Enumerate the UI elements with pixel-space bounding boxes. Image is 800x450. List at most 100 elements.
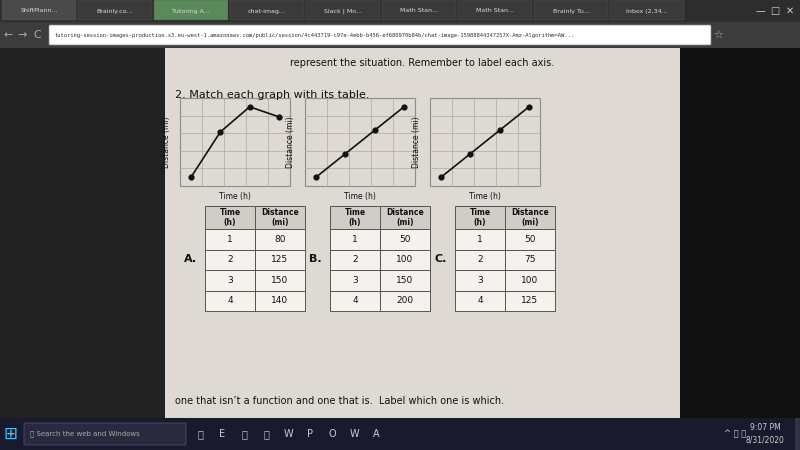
Text: Brainly.co...: Brainly.co... bbox=[97, 9, 133, 13]
Text: Inbox (2,34...: Inbox (2,34... bbox=[626, 9, 668, 13]
Bar bbox=[380, 270, 430, 291]
Bar bbox=[255, 229, 305, 250]
Point bbox=[310, 174, 322, 181]
Text: A: A bbox=[373, 429, 379, 439]
Text: 75: 75 bbox=[524, 255, 536, 264]
Point bbox=[339, 150, 352, 158]
Bar bbox=[330, 206, 380, 229]
Bar bbox=[0, 22, 800, 48]
Text: Distance
(mi): Distance (mi) bbox=[386, 208, 424, 227]
Text: Time
(h): Time (h) bbox=[470, 208, 490, 227]
Text: 140: 140 bbox=[271, 296, 289, 305]
Text: 1: 1 bbox=[227, 235, 233, 244]
Text: 🔍 Search the web and Windows: 🔍 Search the web and Windows bbox=[30, 431, 140, 437]
Text: 3: 3 bbox=[352, 276, 358, 285]
Text: Time
(h): Time (h) bbox=[345, 208, 366, 227]
Text: ←: ← bbox=[3, 30, 13, 40]
Text: 4: 4 bbox=[352, 296, 358, 305]
Text: 150: 150 bbox=[396, 276, 414, 285]
Bar bbox=[330, 250, 380, 270]
Text: Math Stan...: Math Stan... bbox=[400, 9, 438, 13]
Text: Time (h): Time (h) bbox=[344, 192, 376, 201]
Bar bbox=[430, 98, 540, 186]
Text: 100: 100 bbox=[522, 276, 538, 285]
Bar bbox=[505, 229, 555, 250]
Bar bbox=[154, 0, 228, 20]
Text: Distance (mi): Distance (mi) bbox=[411, 116, 421, 168]
Text: ^ 🔊 🖥: ^ 🔊 🖥 bbox=[724, 429, 746, 438]
Bar bbox=[330, 270, 380, 291]
Point bbox=[185, 174, 198, 181]
Bar bbox=[255, 291, 305, 311]
Text: O: O bbox=[328, 429, 336, 439]
Point bbox=[494, 126, 506, 134]
Text: 50: 50 bbox=[399, 235, 410, 244]
Text: ShiftPlann...: ShiftPlann... bbox=[20, 9, 58, 13]
Bar bbox=[0, 418, 800, 450]
Text: 8/31/2020: 8/31/2020 bbox=[746, 436, 785, 445]
Text: C: C bbox=[33, 30, 41, 40]
Bar bbox=[2, 0, 76, 20]
Text: 200: 200 bbox=[397, 296, 414, 305]
Bar bbox=[455, 250, 505, 270]
Text: 2: 2 bbox=[352, 255, 358, 264]
Text: Slack | Mo...: Slack | Mo... bbox=[324, 8, 362, 14]
Text: C.: C. bbox=[434, 253, 447, 264]
Text: 2. Match each graph with its table.: 2. Match each graph with its table. bbox=[175, 90, 370, 100]
Text: Time
(h): Time (h) bbox=[219, 208, 241, 227]
Point bbox=[398, 103, 410, 110]
Text: represent the situation. Remember to label each axis.: represent the situation. Remember to lab… bbox=[290, 58, 554, 68]
Text: 125: 125 bbox=[271, 255, 289, 264]
Text: 80: 80 bbox=[274, 235, 286, 244]
Bar bbox=[78, 0, 152, 20]
Text: Time (h): Time (h) bbox=[219, 192, 251, 201]
Text: 2: 2 bbox=[227, 255, 233, 264]
Bar bbox=[534, 0, 608, 20]
Bar bbox=[610, 0, 684, 20]
Bar bbox=[455, 270, 505, 291]
Bar bbox=[305, 98, 415, 186]
Text: □: □ bbox=[770, 6, 780, 16]
Point bbox=[522, 103, 535, 110]
Bar bbox=[455, 229, 505, 250]
Text: tutoring-session-images-production.s3.eu-west-1.amazonaws.com/public/session/4c4: tutoring-session-images-production.s3.eu… bbox=[55, 32, 575, 37]
Text: Tutoring A...: Tutoring A... bbox=[172, 9, 210, 13]
Point bbox=[273, 113, 286, 121]
Text: 🎵: 🎵 bbox=[263, 429, 269, 439]
Bar bbox=[380, 229, 430, 250]
Text: 3: 3 bbox=[227, 276, 233, 285]
Bar bbox=[205, 270, 255, 291]
Text: 100: 100 bbox=[396, 255, 414, 264]
Text: ☆: ☆ bbox=[713, 30, 723, 40]
FancyBboxPatch shape bbox=[49, 25, 711, 45]
Point bbox=[243, 103, 256, 110]
Bar bbox=[255, 270, 305, 291]
Bar bbox=[505, 291, 555, 311]
Bar bbox=[458, 0, 532, 20]
Text: Math Stan...: Math Stan... bbox=[476, 9, 514, 13]
Bar bbox=[455, 206, 505, 229]
Text: 125: 125 bbox=[522, 296, 538, 305]
Bar bbox=[205, 229, 255, 250]
Text: 🌐: 🌐 bbox=[197, 429, 203, 439]
Bar bbox=[0, 48, 800, 418]
Text: —: — bbox=[755, 6, 765, 16]
Bar bbox=[330, 291, 380, 311]
Text: W: W bbox=[283, 429, 293, 439]
Bar bbox=[505, 270, 555, 291]
Text: 📁: 📁 bbox=[241, 429, 247, 439]
Bar bbox=[205, 250, 255, 270]
Bar bbox=[795, 418, 800, 450]
Bar bbox=[505, 250, 555, 270]
Text: P: P bbox=[307, 429, 313, 439]
Text: 50: 50 bbox=[524, 235, 536, 244]
Point bbox=[214, 128, 226, 135]
Bar bbox=[255, 250, 305, 270]
Bar bbox=[205, 291, 255, 311]
Text: E: E bbox=[219, 429, 225, 439]
Point bbox=[464, 150, 477, 158]
Bar bbox=[380, 206, 430, 229]
Text: one that isn’t a function and one that is.  Label which one is which.: one that isn’t a function and one that i… bbox=[175, 396, 504, 406]
Bar bbox=[380, 250, 430, 270]
Bar bbox=[0, 48, 165, 418]
